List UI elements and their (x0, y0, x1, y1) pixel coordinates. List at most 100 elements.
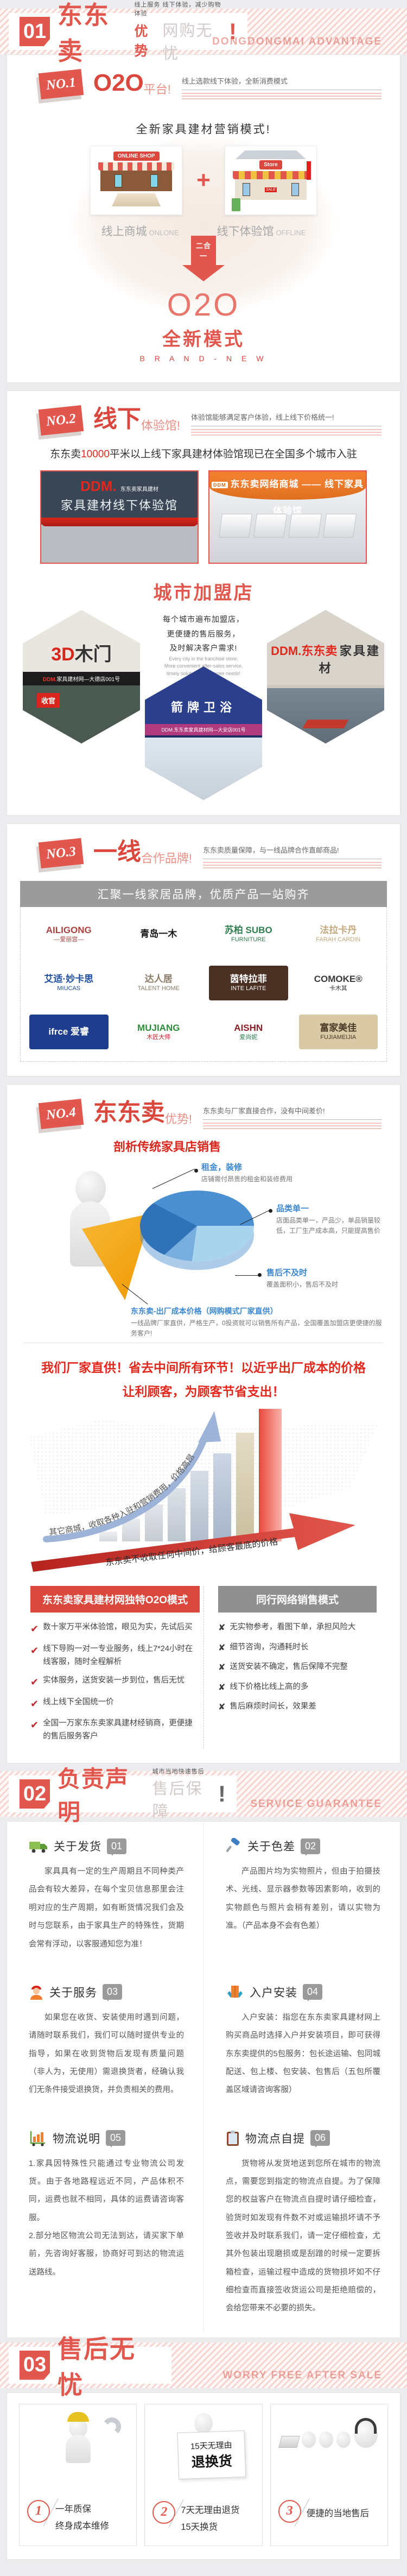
roof-decor (235, 150, 306, 159)
after-sale-local-service: 3 便捷的当地售后 (270, 2403, 388, 2546)
ddm-mode-item: 全国一万家东东卖家具建材经销商，更便捷的售后服务客户 (43, 1719, 193, 1741)
brand-logo-farahcardin: 法拉卡丹 FARAH CARDIN (316, 924, 361, 943)
factory-direct-slogan: 我们厂家直供！省去中间所有环节！以近乎出厂成本的价格 让利顾客，为顾客节省支出！ (41, 1361, 366, 1399)
offline-hall-label: 线下体验馆 (217, 225, 274, 238)
sale-tag: SALE (264, 187, 277, 192)
brand-name: 东东卖 (58, 1, 110, 65)
policy-color-difference: 关于色差 02 产品图片均为实物照片，但由于拍摄技术、光线、显示器参数等因素影响… (204, 1822, 400, 1968)
check-icon: ✔ (30, 1645, 39, 1657)
section-header-01: 01 东东卖 线上服务 线下体验，减少购物体验 优势 网购无忧 ! DONGDO… (0, 1, 407, 65)
cargo-cart-icon (30, 2131, 45, 2146)
section-header-03-panel: 03 售后无忧 (9, 2335, 171, 2399)
exclamation-mark: ! (218, 1781, 226, 1807)
plus-sign: + (196, 167, 211, 193)
online-shop-illustration: ONLINE SHOP (90, 146, 183, 217)
yellow-helmet-icon (67, 2411, 89, 2422)
callout-category: 品类单一 店面品类单一，产品少，单品销量较低，工厂生产成本高，只能提高售价 (276, 1204, 381, 1235)
offline-hall-en: OFFLINE (276, 229, 306, 237)
ddm-mode-item: 线下导购一对一专业服务，线上7*24小时在线客服，随时全程解析 (43, 1645, 193, 1666)
cross-icon: ✘ (218, 1623, 226, 1633)
two-in-one-arrow: 二合一 (182, 236, 225, 281)
mall-interior-photo: DDM 东东卖网络商城 —— 线下家具体验馆 (208, 470, 367, 564)
step-number: 3 (278, 2499, 301, 2523)
orange-banner: DDM 东东卖网络商城 —— 线下家具体验馆 (209, 471, 366, 516)
city-line: 及时解决客户需求! (169, 644, 238, 653)
decor-pink-lines (202, 1123, 381, 1130)
card-no3-brands: NO.3 一线 合作品牌! 东东卖质量保障，与一线品牌合作直邮商品! 汇聚一线家… (7, 823, 400, 1076)
section-header-02-panel: 02 负责声明 城市当地快速售后 售后保障 ! (9, 1766, 237, 1825)
no4-badge: NO.4 (38, 1099, 84, 1129)
store-front-decor: SALE (234, 179, 307, 200)
no2-title-suffix: 体验馆! (141, 419, 180, 432)
no2-description: 东东卖10000平米以上线下家具建材体验馆现已在全国多个城市入驻 (7, 446, 400, 461)
service-worker-icon (30, 1985, 42, 2000)
experience-hall-exterior-photo: DDM. 东东卖家具建材 家具建材线下体验馆 (40, 470, 199, 564)
no1-badge: NO.1 (38, 69, 84, 99)
brand-logo-intelafite: 茵特拉菲 INTE LAFITE (209, 966, 288, 1000)
brand-logo-comoke: COMOKE® 卡木其 (314, 973, 363, 992)
city-franchise-title: 城市加盟店 (153, 583, 254, 603)
brand-logo-subo: 苏柏 SUBO FURNITURE (224, 924, 272, 943)
check-icon: ✔ (30, 1623, 39, 1635)
repairman-figure-illustration (20, 2411, 136, 2493)
online-mall-label: 线上商城 (101, 225, 147, 238)
cross-icon: ✘ (218, 1643, 226, 1653)
clipboard-icon (227, 2130, 239, 2146)
statement-title: 负责声明 (58, 1766, 130, 1825)
header-tagline: 线上服务 线下体验，减少购物体验 (134, 1, 221, 17)
policy-service: 关于服务 03 如果您在收货、安装使用时遇到问题，请随时联系我们，我们可以随时提… (7, 1968, 204, 2114)
decor-pink-lines (190, 429, 381, 436)
city-line: 每个城市遍布加盟店， (163, 615, 244, 623)
red-awning-decor (41, 518, 198, 526)
section-header-01-panel: 01 东东卖 线上服务 线下体验，减少购物体验 优势 网购无忧 ! (9, 1, 247, 65)
header-bold-suffix: 优势 (134, 23, 148, 59)
policy-logistics: 物流说明 05 1.家具因特殊性只能通过专业物流公司发货。由于各地路程远近不同，… (7, 2114, 204, 2332)
figure-head (319, 2431, 334, 2448)
customer-service-figure-illustration (271, 2412, 387, 2493)
strip-text: 家具建材网—大德店001号 (56, 677, 120, 683)
peer-mode-item: 无实物参考，看图下单，承担风险大 (230, 1623, 356, 1632)
no3-subtitle: 东东卖质量保障，与一线品牌合作直邮商品! (202, 845, 381, 859)
card-after-sale: 1 一年质保 终身成本维修 15天无理由 退换货 2 7天无理由退货 15天换货 (7, 2392, 400, 2560)
exclamation-mark: ! (229, 18, 237, 44)
hall-sign-text: 家具建材线下体验馆 (60, 499, 178, 512)
awning-decor (98, 162, 175, 171)
peer-mode-item: 细节咨询，沟通耗时长 (230, 1642, 309, 1652)
franchise-store-photo-ddm: DDM.东东卖 家具建材 (267, 610, 384, 744)
ddm-logo-sub: 东东卖家具建材 (120, 487, 158, 493)
ddm-wall-logo: DDM.东东卖 (271, 644, 338, 658)
policy-installation: 入户安装 04 入户安装：指您在东东卖家具建材网上购买商品时选择入户并安装项目，… (204, 1967, 400, 2114)
no3-title-suffix: 合作品牌! (141, 852, 192, 865)
check-icon: ✔ (30, 1676, 39, 1687)
no3-title: 一线 (93, 839, 141, 865)
header-english-caption: SERVICE GUARANTEE (250, 1798, 382, 1810)
red-mat-decor (302, 720, 349, 728)
online-shop-sign: ONLINE SHOP (113, 152, 160, 161)
no2-badge: NO.2 (38, 405, 84, 436)
headset-figure-head (354, 2417, 378, 2448)
callout-dot (194, 1169, 198, 1173)
city-line: 更便捷的售后服务， (167, 629, 240, 638)
ddm-mode-column: 东东卖家具建材网独特O2O模式 ✔ 数十家万平米体验馆，眼见为实，先试后买 ✔ 线下… (30, 1586, 200, 1749)
city-line-en: Every city in the franchise store, (169, 656, 238, 662)
desc-post: 平米以上线下家具建材体验馆现已在全国多个城市入驻 (109, 449, 357, 460)
ddm-logo: DDM. (80, 478, 117, 494)
section-number: 02 (20, 1779, 50, 1809)
callout-dot (269, 1209, 272, 1213)
ddm-logo-tag: DDM (212, 481, 228, 488)
policy-pickup: 物流点自提 06 货物将从发货地送到您所在城市的物流点，需要您到指定的物流点自提… (204, 2113, 400, 2332)
laptop-icon (278, 2435, 301, 2448)
no4-subtitle: 东东卖与厂家直接合作，没有中间差价! (202, 1105, 381, 1120)
no4-title-suffix: 优势! (164, 1112, 192, 1126)
brand-logo-ifrce: ifrce 爱睿 (29, 1015, 109, 1049)
brand-logo-ailigong: AILIGONG —爱丽宫— (46, 924, 92, 943)
wall-sign-text: 家具建材 (319, 644, 380, 675)
truck-icon (29, 1841, 47, 1853)
section-number: 01 (20, 17, 50, 46)
decor-pink-lines (202, 862, 381, 869)
package-box-icon (227, 1985, 243, 1998)
o2o-diagram: 全新家具建材营销模式! ONLINE SHOP + Store SALE (24, 108, 383, 368)
computer-icon (112, 193, 161, 206)
franchise-store-photo-bathware: 箭牌卫浴 DDM.东东卖家具建材网—大安店001号 (145, 666, 262, 800)
